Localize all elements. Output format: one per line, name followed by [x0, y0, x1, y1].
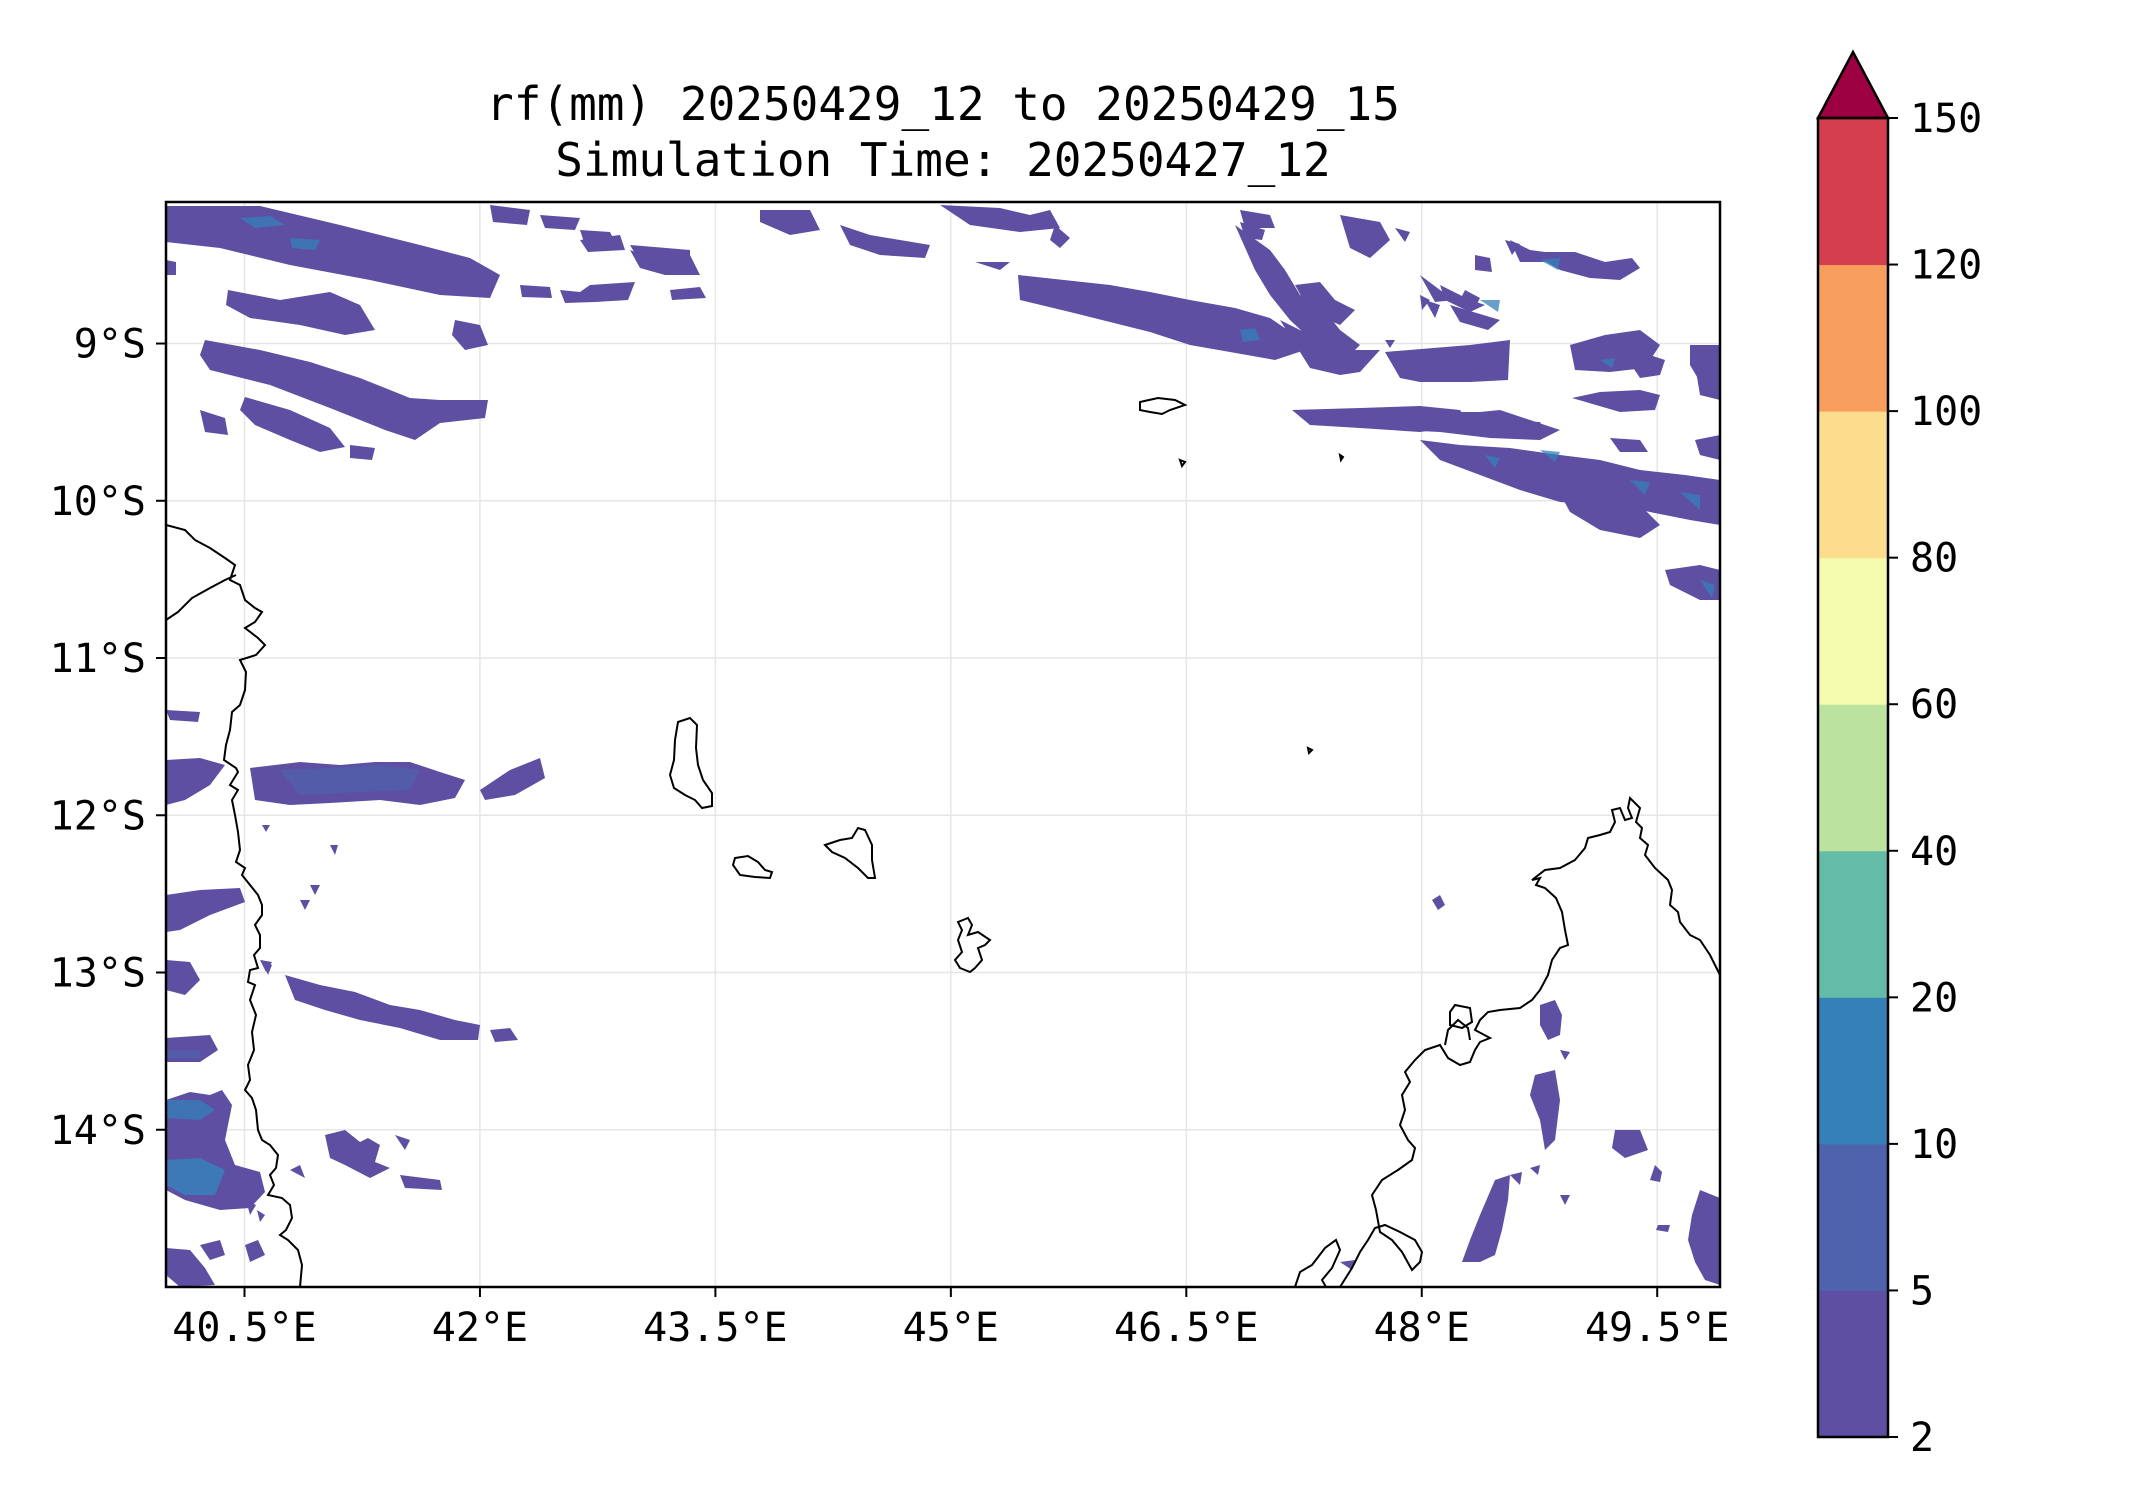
x-tick-label: 48°E	[1374, 1305, 1470, 1351]
comoros-grande-comore	[668, 716, 713, 810]
colorbar-tick-label: 20	[1910, 975, 1958, 1021]
gridlines	[166, 202, 1720, 1287]
y-tick-label: 9°S	[74, 322, 146, 368]
comoros-mayotte	[953, 916, 992, 974]
colorbar-tick-label: 2	[1910, 1415, 1934, 1461]
colorbar-tick-label: 150	[1910, 96, 1982, 142]
x-tick-label: 43.5°E	[643, 1305, 788, 1351]
y-tick-label: 11°S	[50, 636, 146, 682]
y-tick-label: 12°S	[50, 793, 146, 839]
y-tick-label: 10°S	[50, 479, 146, 525]
africa-coastline	[166, 524, 304, 1287]
map-frame	[164, 200, 1722, 1289]
colorbar-tick-label: 60	[1910, 682, 1958, 728]
nosy-be-island	[1449, 1003, 1474, 1030]
x-axis-ticks: 40.5°E 42°E 43.5°E 45°E 46.5°E 48°E 49.5°E	[172, 1287, 1729, 1351]
rainfall-field	[166, 205, 1720, 1287]
rain-band-south-east	[1340, 895, 1720, 1285]
x-tick-label: 46.5°E	[1114, 1305, 1259, 1351]
colorbar-tick-label: 120	[1910, 243, 1982, 289]
colorbar: 2 5 10 20 40 60 80 100 120 150	[1815, 49, 1982, 1461]
africa-coast-north	[166, 574, 237, 621]
colorbar-tick-label: 10	[1910, 1122, 1958, 1168]
colorbar-tick-label: 80	[1910, 536, 1958, 582]
colorbar-segment-2-5	[1818, 1290, 1888, 1438]
colorbar-segment-60-80	[1818, 557, 1888, 705]
colorbar-segment-100-120	[1818, 264, 1888, 412]
comoros-anjouan	[823, 826, 877, 879]
rain-band-west-heavy	[166, 1100, 225, 1195]
cosmoledo-islet	[1338, 452, 1345, 463]
aldabra-island	[1139, 396, 1188, 416]
y-tick-label: 14°S	[50, 1108, 146, 1154]
rain-band-west	[166, 710, 545, 1287]
map-background	[166, 202, 1720, 1287]
comoros-moheli	[731, 854, 774, 880]
colorbar-frame	[1816, 116, 1890, 1439]
x-tick-label: 45°E	[903, 1305, 999, 1351]
madagascar-coastline	[1294, 795, 1720, 1287]
x-tick-label: 40.5°E	[172, 1305, 317, 1351]
y-tick-label: 13°S	[50, 951, 146, 997]
glorieuses-islet	[1306, 746, 1314, 756]
rain-band-north-heavy	[240, 216, 1715, 598]
colorbar-segment-5-10	[1818, 1143, 1888, 1291]
coastlines	[166, 396, 1720, 1287]
colorbar-tick-label: 40	[1910, 829, 1958, 875]
map-title-line2: Simulation Time: 20250427_12	[555, 133, 1331, 187]
colorbar-segment-80-100	[1818, 411, 1888, 559]
colorbar-extend-arrow	[1815, 49, 1891, 120]
rain-band-west-medium	[166, 765, 420, 1058]
colorbar-tick-label: 100	[1910, 389, 1982, 435]
madagascar-inlet	[1444, 1018, 1471, 1046]
y-axis-ticks: 9°S 10°S 11°S 12°S 13°S 14°S	[50, 322, 166, 1154]
colorbar-segment-20-40	[1818, 850, 1888, 998]
map-title-line1: rf(mm) 20250429_12 to 20250429_15	[486, 77, 1400, 131]
colorbar-segment-120-150	[1818, 118, 1888, 266]
colorbar-tick-label: 5	[1910, 1268, 1934, 1314]
assumption-island	[1178, 458, 1187, 469]
x-tick-label: 42°E	[432, 1305, 528, 1351]
x-tick-label: 49.5°E	[1585, 1305, 1730, 1351]
colorbar-segment-40-60	[1818, 704, 1888, 852]
colorbar-segment-10-20	[1818, 997, 1888, 1145]
